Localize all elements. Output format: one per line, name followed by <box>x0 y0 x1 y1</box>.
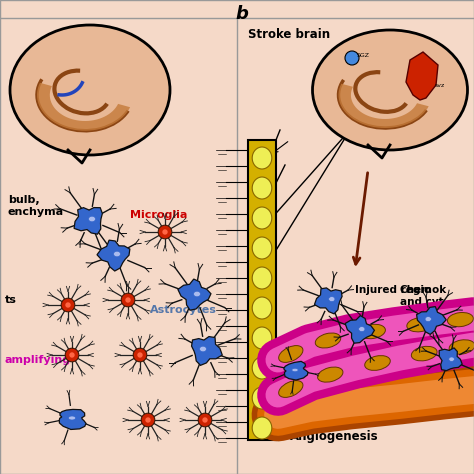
Circle shape <box>202 417 208 423</box>
Circle shape <box>133 348 147 362</box>
Circle shape <box>69 352 75 358</box>
Text: svz: svz <box>435 82 445 88</box>
Ellipse shape <box>407 318 433 332</box>
Polygon shape <box>37 83 130 131</box>
Ellipse shape <box>359 327 365 332</box>
Ellipse shape <box>328 297 335 301</box>
Circle shape <box>61 298 75 312</box>
Circle shape <box>121 293 135 307</box>
Ellipse shape <box>200 346 207 352</box>
Text: Re: Re <box>445 378 457 387</box>
Text: Stroke brain: Stroke brain <box>248 28 330 41</box>
Ellipse shape <box>252 177 272 199</box>
Ellipse shape <box>252 297 272 319</box>
Circle shape <box>125 297 131 303</box>
Polygon shape <box>97 240 130 271</box>
Polygon shape <box>417 307 446 334</box>
Circle shape <box>141 413 155 427</box>
Ellipse shape <box>252 237 272 259</box>
Ellipse shape <box>252 327 272 349</box>
Text: amplifying: amplifying <box>5 355 71 365</box>
Polygon shape <box>338 84 428 128</box>
Circle shape <box>198 413 212 427</box>
Ellipse shape <box>252 267 272 289</box>
Bar <box>248 140 276 440</box>
Ellipse shape <box>252 207 272 229</box>
Ellipse shape <box>68 416 75 420</box>
Ellipse shape <box>252 357 272 379</box>
Ellipse shape <box>449 340 474 354</box>
Polygon shape <box>439 348 462 371</box>
Ellipse shape <box>10 25 170 155</box>
Polygon shape <box>314 288 342 314</box>
Circle shape <box>345 51 359 65</box>
Ellipse shape <box>425 317 431 322</box>
Text: Microglia: Microglia <box>130 210 187 220</box>
Ellipse shape <box>252 147 272 169</box>
Text: Chemok
and cyt: Chemok and cyt <box>400 285 447 308</box>
Ellipse shape <box>360 324 385 339</box>
Polygon shape <box>178 279 211 310</box>
Ellipse shape <box>193 291 201 297</box>
Circle shape <box>137 352 143 358</box>
Ellipse shape <box>365 356 390 370</box>
Polygon shape <box>191 337 222 365</box>
Polygon shape <box>59 410 86 429</box>
Ellipse shape <box>292 368 298 372</box>
Circle shape <box>162 229 168 235</box>
Text: Injured regio: Injured regio <box>355 285 431 295</box>
Ellipse shape <box>113 251 120 257</box>
Circle shape <box>158 225 172 239</box>
Polygon shape <box>345 316 374 343</box>
Ellipse shape <box>449 357 455 362</box>
Ellipse shape <box>252 387 272 409</box>
Text: Neural stem
cells: Neural stem cells <box>248 340 303 359</box>
Ellipse shape <box>411 346 437 361</box>
Text: Astrocytes: Astrocytes <box>150 305 217 315</box>
Ellipse shape <box>252 417 272 439</box>
Ellipse shape <box>315 333 341 348</box>
Ellipse shape <box>447 312 474 327</box>
Circle shape <box>65 348 79 362</box>
Polygon shape <box>74 208 102 234</box>
Ellipse shape <box>279 381 303 397</box>
Text: bulb,
enchyma: bulb, enchyma <box>8 195 64 217</box>
Text: b: b <box>236 5 248 23</box>
Text: Angiogenesis: Angiogenesis <box>290 430 379 443</box>
Polygon shape <box>284 361 308 380</box>
Text: SGZ: SGZ <box>357 53 370 57</box>
Text: ts: ts <box>5 295 17 305</box>
Circle shape <box>65 302 71 308</box>
Ellipse shape <box>318 367 343 382</box>
Polygon shape <box>406 52 438 100</box>
Ellipse shape <box>279 346 303 363</box>
Ellipse shape <box>312 30 467 150</box>
Circle shape <box>146 417 151 423</box>
Ellipse shape <box>89 216 95 222</box>
